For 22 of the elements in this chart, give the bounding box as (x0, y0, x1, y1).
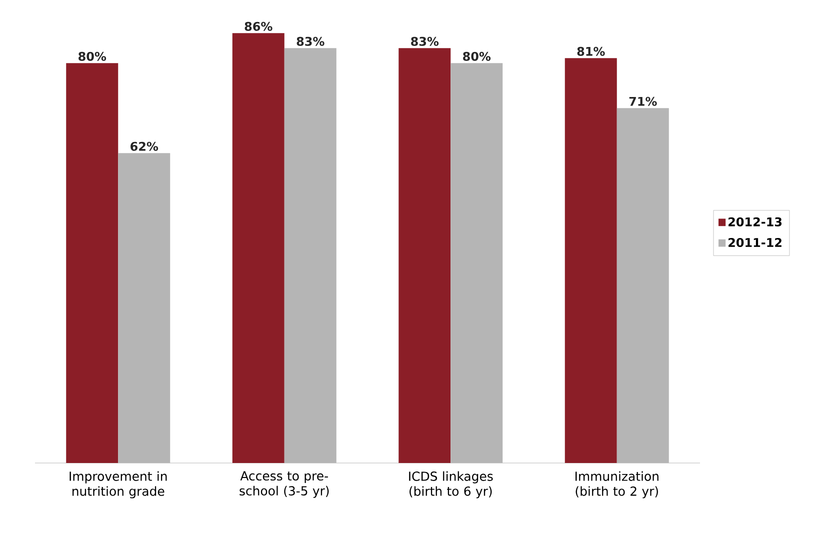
legend-label: 2012-13 (728, 217, 782, 226)
data-label: 83% (411, 36, 439, 46)
data-label: 80% (78, 52, 106, 61)
x-tick-label: Access to pre-school (3-5 yr) (240, 471, 329, 498)
data-label: 71% (629, 96, 657, 106)
bar (284, 48, 336, 463)
data-label: 62% (130, 142, 158, 151)
bar (118, 153, 170, 463)
x-tick-label: ICDS linkages (birth to 6 yr) (409, 471, 493, 498)
x-tick-label: Immunization (birth to 2 yr) (576, 471, 658, 498)
bar (450, 63, 503, 463)
data-label: 86% (244, 22, 272, 31)
x-tick-label: Improvement in nutrition grade (70, 471, 167, 498)
bar (232, 33, 284, 463)
bar (616, 108, 669, 463)
bar (398, 48, 451, 463)
legend-label: 2011-12 (728, 238, 782, 248)
data-label: 83% (296, 36, 324, 46)
data-label: 81% (577, 46, 605, 56)
bar (564, 58, 617, 463)
bar (66, 63, 118, 463)
data-label: 80% (463, 52, 491, 61)
